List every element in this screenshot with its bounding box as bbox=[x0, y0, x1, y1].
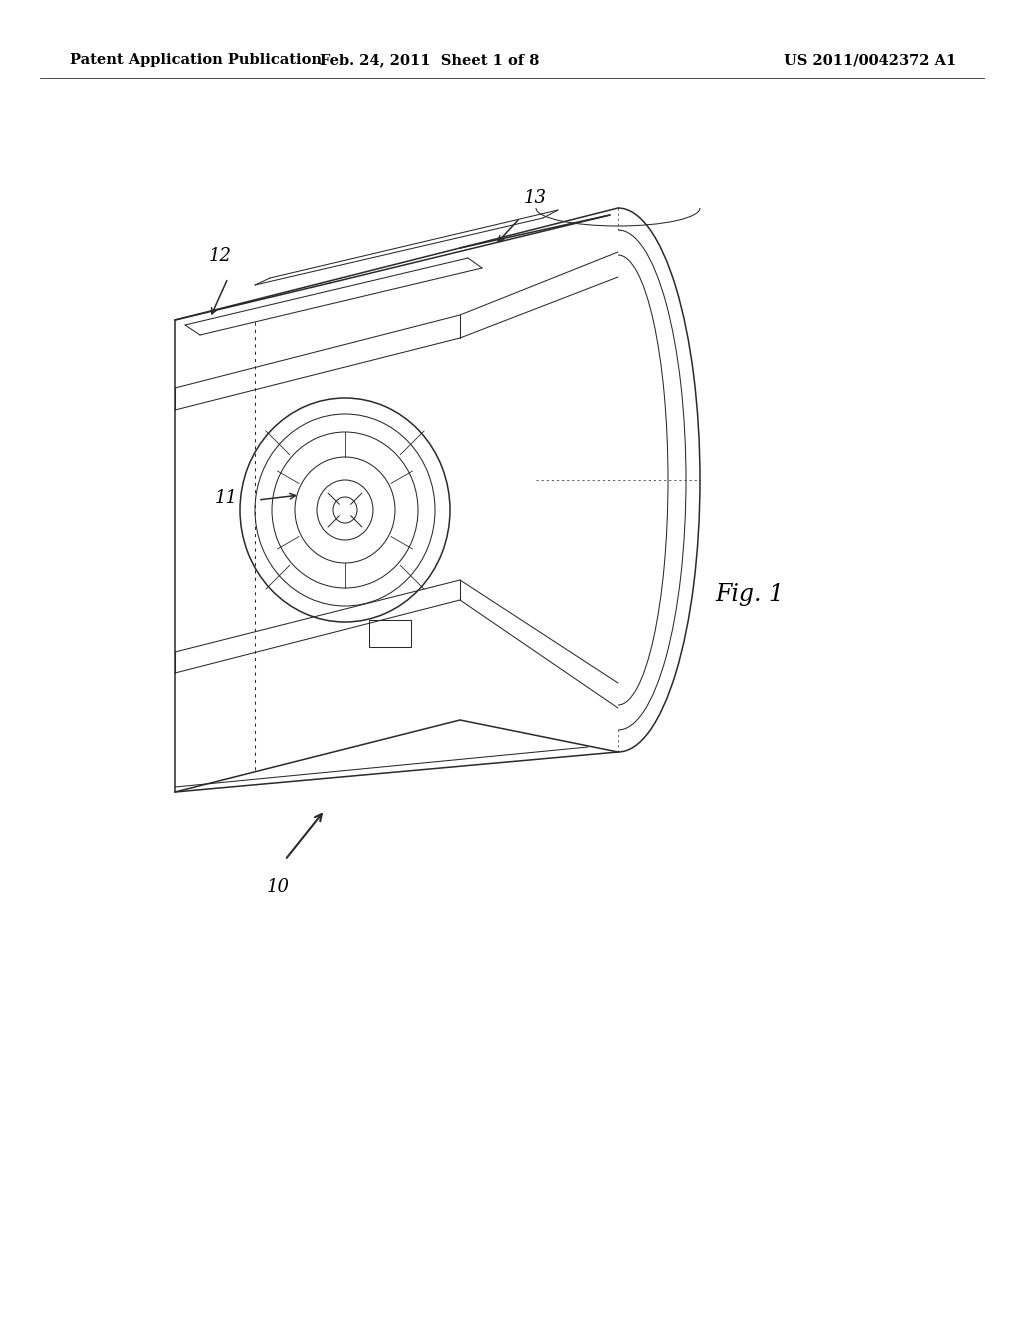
Text: Patent Application Publication: Patent Application Publication bbox=[70, 53, 322, 67]
Text: US 2011/0042372 A1: US 2011/0042372 A1 bbox=[784, 53, 956, 67]
Text: 13: 13 bbox=[523, 189, 547, 207]
Text: 11: 11 bbox=[215, 488, 238, 507]
Text: 10: 10 bbox=[266, 878, 290, 896]
Text: 12: 12 bbox=[209, 247, 231, 265]
Text: Feb. 24, 2011  Sheet 1 of 8: Feb. 24, 2011 Sheet 1 of 8 bbox=[321, 53, 540, 67]
Text: Fig. 1: Fig. 1 bbox=[716, 583, 784, 606]
Bar bbox=[369, 619, 411, 647]
